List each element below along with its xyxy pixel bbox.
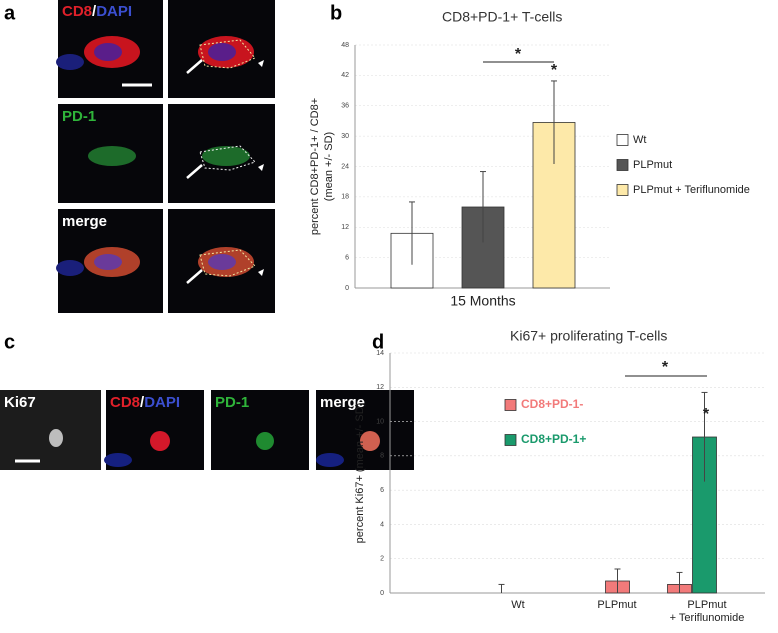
- y-tick-label: 14: [376, 350, 384, 357]
- stain-label: PD-1: [62, 108, 96, 125]
- y-tick-label: 4: [380, 521, 384, 528]
- micrographs-a: [56, 0, 275, 313]
- legend-label: CD8+PD-1-: [521, 397, 583, 411]
- y-tick-label: 6: [380, 487, 384, 494]
- x-tick-label: Wt: [511, 599, 524, 611]
- y-axis-label: (mean +/- SD): [323, 132, 335, 201]
- legend-swatch: [616, 184, 629, 196]
- y-tick-label: 10: [376, 418, 384, 425]
- y-tick-label: 30: [341, 133, 349, 140]
- stain-label: DAPI: [96, 3, 132, 20]
- y-tick-label: 8: [380, 453, 384, 460]
- micrographs-c: [0, 390, 414, 470]
- y-tick-label: 0: [345, 285, 349, 292]
- stain-label: CD8: [62, 3, 92, 20]
- significance-mark: *: [662, 359, 669, 376]
- y-tick-label: 12: [341, 224, 349, 231]
- legend-swatch: [504, 434, 517, 446]
- stain-label: merge: [320, 394, 365, 411]
- y-tick-label: 0: [380, 590, 384, 597]
- panel-letter: d: [372, 331, 384, 353]
- stain-label: CD8: [110, 394, 140, 411]
- chart-title: Ki67+ proliferating T-cells: [510, 328, 667, 344]
- y-axis-label: percent CD8+PD-1+ / CD8+: [309, 98, 321, 235]
- legend-swatch: [504, 399, 517, 411]
- panel-letter: a: [4, 2, 16, 24]
- stain-label: DAPI: [144, 394, 180, 411]
- legend-label: Wt: [633, 134, 646, 146]
- chart-title: CD8+PD-1+ T-cells: [442, 9, 562, 25]
- legend-label: CD8+PD-1+: [521, 432, 586, 446]
- x-tick-label: PLPmut: [687, 599, 726, 611]
- y-tick-label: 18: [341, 194, 349, 201]
- legend-swatch: [616, 134, 629, 146]
- legend-label: PLPmut + Teriflunomide: [633, 184, 750, 196]
- significance-mark: *: [551, 62, 558, 79]
- stain-label: PD-1: [215, 394, 249, 411]
- stain-label: merge: [62, 213, 107, 230]
- stain-label: CD8/DAPI: [110, 394, 180, 411]
- stain-label: /: [140, 394, 145, 411]
- y-tick-label: 48: [341, 42, 349, 49]
- x-tick-label: PLPmut: [597, 599, 636, 611]
- y-tick-label: 36: [341, 103, 349, 110]
- y-axis-label: percent Ki67+ (mean +/- SD): [354, 403, 366, 544]
- panel-letter: b: [330, 2, 342, 24]
- y-tick-label: 42: [341, 72, 349, 79]
- y-tick-label: 12: [376, 384, 384, 391]
- stain-label: CD8/DAPI: [62, 3, 132, 20]
- y-tick-label: 2: [380, 556, 384, 563]
- x-tick-label: 15 Months: [450, 293, 515, 309]
- significance-mark: *: [515, 46, 522, 63]
- significance-mark: *: [703, 406, 710, 423]
- stain-label: Ki67: [4, 394, 36, 411]
- panel-letter: c: [4, 331, 15, 353]
- y-tick-label: 24: [341, 163, 349, 170]
- y-tick-label: 6: [345, 254, 349, 261]
- legend-swatch: [616, 159, 629, 171]
- stain-label: /: [92, 3, 97, 20]
- x-tick-label: + Teriflunomide: [670, 612, 745, 624]
- legend-label: PLPmut: [633, 159, 672, 171]
